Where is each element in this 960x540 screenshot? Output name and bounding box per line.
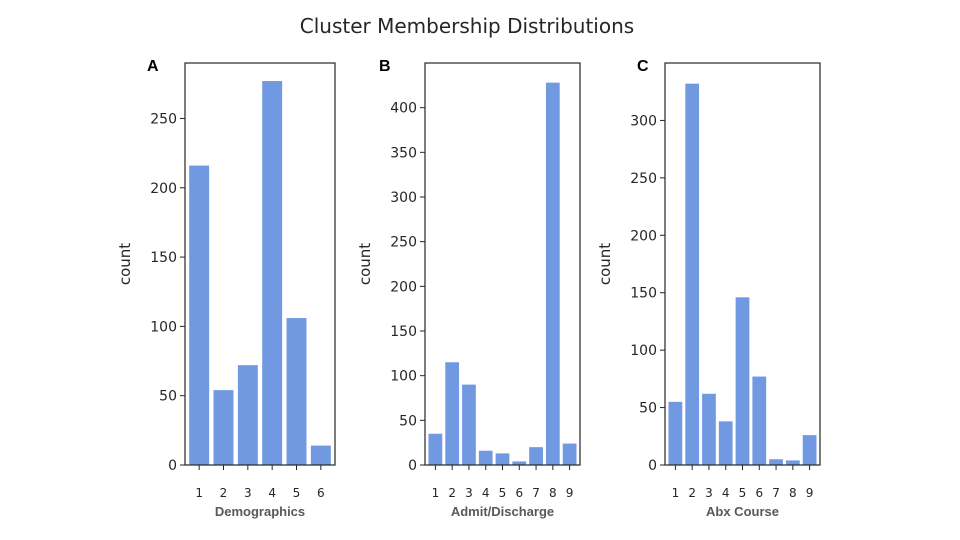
bar-4 bbox=[718, 421, 733, 465]
bar-7 bbox=[529, 447, 543, 465]
y-axis-label: count bbox=[356, 243, 374, 285]
bar-4 bbox=[262, 81, 283, 466]
xtick-label: 1 bbox=[672, 486, 680, 500]
xtick-label: 8 bbox=[549, 486, 557, 500]
xtick-label: 9 bbox=[806, 486, 814, 500]
xtick-label: 6 bbox=[755, 486, 763, 500]
ytick-label: 100 bbox=[630, 343, 657, 359]
bar-9 bbox=[562, 443, 577, 465]
bar-9 bbox=[802, 435, 817, 465]
chart-title: Cluster Membership Distributions bbox=[299, 14, 635, 38]
ytick-label: 100 bbox=[150, 319, 177, 335]
xtick-label: 4 bbox=[722, 486, 730, 500]
xtick-label: 5 bbox=[739, 486, 747, 500]
xtick-label: 8 bbox=[789, 486, 797, 500]
bar-6 bbox=[512, 461, 527, 465]
bar-6 bbox=[752, 376, 767, 465]
bar-4 bbox=[478, 450, 493, 465]
xtick-label: 7 bbox=[772, 486, 780, 500]
bar-3 bbox=[237, 365, 258, 465]
xtick-label: 3 bbox=[244, 486, 252, 500]
ytick-label: 300 bbox=[630, 113, 657, 129]
xtick-label: 3 bbox=[465, 486, 473, 500]
bar-3 bbox=[462, 384, 476, 465]
plot-frame bbox=[184, 62, 336, 466]
xtick-label: 5 bbox=[293, 486, 301, 500]
panel-b: 0 50 100 150 200 250 300 350 400 1 2 3 4 5 6 7 8 9 Admit/D… bbox=[356, 58, 581, 519]
ytick-label: 50 bbox=[159, 389, 177, 405]
x-axis-label: Abx Course bbox=[706, 504, 779, 519]
ytick-label: 300 bbox=[390, 190, 417, 206]
ytick-label: 250 bbox=[150, 111, 177, 127]
xtick-label: 6 bbox=[317, 486, 325, 500]
ytick-label: 100 bbox=[390, 369, 417, 385]
bar-8 bbox=[785, 460, 800, 465]
bar-8 bbox=[545, 82, 560, 466]
ytick-label: 0 bbox=[168, 458, 177, 474]
ytick-label: 400 bbox=[390, 101, 417, 117]
xtick-label: 7 bbox=[532, 486, 540, 500]
bar-5 bbox=[495, 453, 510, 465]
bar-1 bbox=[189, 165, 210, 465]
panel-a: 0 50 100 150 200 250 1 2 3 4 5 6 Demographics count A bbox=[116, 58, 336, 519]
ytick-label: 0 bbox=[408, 458, 417, 474]
ytick-label: 50 bbox=[399, 413, 417, 429]
bar-2 bbox=[445, 362, 460, 465]
xtick-label: 1 bbox=[195, 486, 203, 500]
xtick-label: 2 bbox=[220, 486, 228, 500]
ytick-label: 0 bbox=[648, 458, 657, 474]
xtick-label: 6 bbox=[515, 486, 523, 500]
xtick-label: 9 bbox=[566, 486, 574, 500]
ytick-label: 250 bbox=[630, 171, 657, 187]
x-axis-label: Demographics bbox=[215, 504, 305, 519]
xtick-label: 4 bbox=[268, 486, 276, 500]
ytick-label: 350 bbox=[390, 145, 417, 161]
bar-5 bbox=[286, 318, 307, 465]
panel-c: 0 50 100 150 200 250 300 1 2 3 4 5 6 7 8 9 Abx Course cou… bbox=[596, 58, 821, 519]
xtick-label: 1 bbox=[432, 486, 440, 500]
ytick-label: 200 bbox=[630, 228, 657, 244]
ytick-label: 150 bbox=[150, 250, 177, 266]
xtick-label: 4 bbox=[482, 486, 490, 500]
panel-letter: C bbox=[637, 58, 649, 75]
ytick-label: 150 bbox=[390, 324, 417, 340]
ytick-label: 250 bbox=[390, 235, 417, 251]
xtick-label: 5 bbox=[499, 486, 507, 500]
x-axis-label: Admit/Discharge bbox=[451, 504, 554, 519]
ytick-label: 200 bbox=[390, 279, 417, 295]
panel-letter: A bbox=[147, 58, 159, 75]
bar-7 bbox=[769, 459, 783, 465]
bar-6 bbox=[310, 445, 331, 465]
bar-2 bbox=[685, 83, 700, 466]
panel-letter: B bbox=[379, 58, 391, 75]
y-axis-label: count bbox=[116, 243, 134, 285]
bar-1 bbox=[428, 433, 443, 465]
bar-5 bbox=[735, 297, 750, 465]
ytick-label: 150 bbox=[630, 286, 657, 302]
y-axis-label: count bbox=[596, 243, 614, 285]
ytick-label: 200 bbox=[150, 181, 177, 197]
bar-2 bbox=[213, 390, 234, 465]
xtick-label: 2 bbox=[448, 486, 456, 500]
bar-1 bbox=[668, 401, 683, 465]
xtick-label: 3 bbox=[705, 486, 713, 500]
xtick-label: 2 bbox=[688, 486, 696, 500]
ytick-label: 50 bbox=[639, 401, 657, 417]
bar-3 bbox=[702, 393, 716, 465]
